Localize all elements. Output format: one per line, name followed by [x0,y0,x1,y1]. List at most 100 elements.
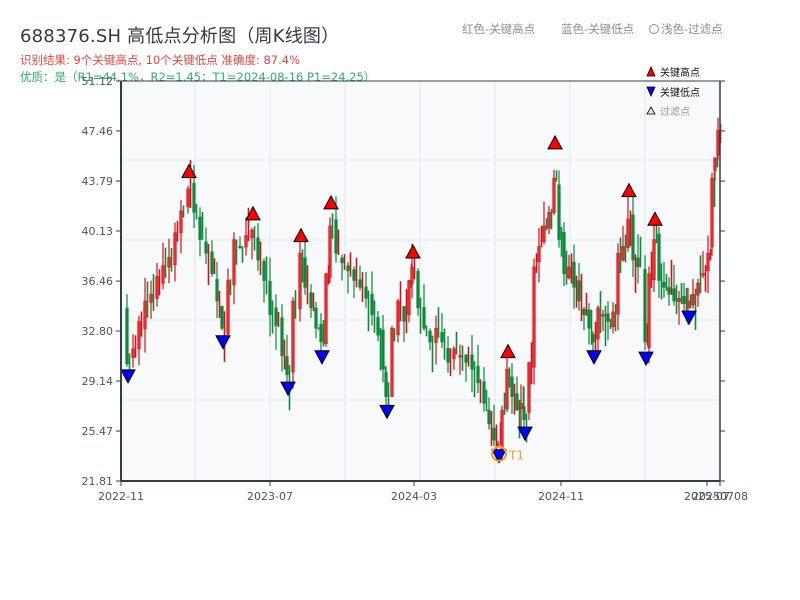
candle-down [510,376,514,397]
candle-down [562,231,566,274]
candle-up [505,368,509,410]
plot-area [121,81,720,481]
legend-blue-low-text: 蓝色-关键低点 [561,22,635,36]
candle-down [662,281,666,288]
key-point-markers: T1 [120,134,697,464]
candles [125,117,722,460]
legend-high-icon [646,66,656,77]
y-tick-label: 43.79 [82,175,114,188]
candle-down [192,182,196,213]
candle-down [198,216,202,240]
candle-down [577,280,581,302]
low-marker-icon [379,404,395,420]
candle-down [572,261,576,288]
y-tick-label: 36.46 [82,275,114,288]
candle-down [446,348,450,363]
candle-down [238,246,242,249]
legend-red-high-text: 红色-关键高点 [462,22,536,36]
high-marker-icon [245,205,261,221]
circle-icon [649,24,659,34]
x-tick-label: 2024-03 [391,490,437,503]
candle-up [647,273,651,349]
legend-filtered-label: 浅色-过滤点 [661,22,723,36]
candle-up [407,280,411,315]
candle-up [390,327,394,397]
candle-up [244,235,248,248]
candle-down [464,354,468,363]
candle-up [677,297,681,302]
candle-up [291,300,295,373]
candle-down [557,184,561,240]
candle-up [137,321,141,350]
candle-up [186,188,190,208]
grid-lines [121,81,720,481]
candle-up [706,252,710,272]
low-marker-icon [491,449,507,464]
candle-down [364,286,368,299]
legend-filtered-label: 过滤点 [660,105,690,118]
y-tick-label: 29.14 [82,375,114,388]
high-marker-icon [547,134,563,150]
candle-up [519,403,523,410]
candle-down [274,307,278,326]
candle-down [482,381,486,404]
low-marker-icon [280,381,296,397]
candle-up [626,218,630,248]
page-title: 688376.SH 高低点分析图（周K线图） [20,26,340,47]
low-marker-icon [586,350,602,365]
candle-down [643,269,647,343]
candle-up [298,252,302,310]
candle-down [587,309,591,329]
candle-down [334,219,338,254]
candle-down [416,270,420,309]
candle-down [262,261,266,281]
x-tick-label: 2024-11 [538,490,584,503]
candle-down [319,324,323,343]
high-marker-icon [621,182,637,198]
candle-down [636,257,640,268]
candle-down [381,329,385,370]
candle-down [280,317,284,356]
candle-down [309,292,313,309]
candle-up [710,177,714,248]
candle-up [396,300,400,336]
result-summary: 识别结果: 9个关键高点, 10个关键低点 准确度: 87.4% [20,53,301,67]
candle-down [522,406,526,421]
candle-down [346,265,350,272]
candle-down [470,354,474,370]
candle-down [358,279,362,288]
candle-down [384,372,388,397]
candle-down [125,307,129,365]
candle-up [686,300,690,309]
candle-down [303,257,307,288]
candle-down [631,214,635,261]
candle-down [422,307,426,329]
candle-up [537,246,541,263]
candle-up [701,273,705,276]
candle-down [268,280,272,315]
candle-up [143,300,147,330]
x-tick-label: 20250708 [692,490,748,503]
legend-filtered-text: 浅色-过滤点 [649,21,723,37]
low-marker-icon [314,350,330,365]
candle-down [591,333,595,343]
candle-down [285,356,289,375]
candle-down [492,427,496,441]
high-marker-icon [500,343,516,359]
candle-up [179,210,183,234]
candle-down [667,287,671,295]
candle-up [652,239,656,280]
candle-down [220,306,224,329]
candle-down [256,237,260,261]
candle-up [527,362,531,413]
candle-down [314,307,318,329]
high-marker-icon [647,211,663,226]
candle-up [547,211,551,229]
candle-down [428,330,432,343]
candle-down [657,233,661,281]
candle-down [672,288,676,302]
high-marker-icon [323,194,339,210]
candle-up [713,157,717,171]
candle-up [532,266,536,368]
x-tick-label: 2025-07 [684,490,730,503]
